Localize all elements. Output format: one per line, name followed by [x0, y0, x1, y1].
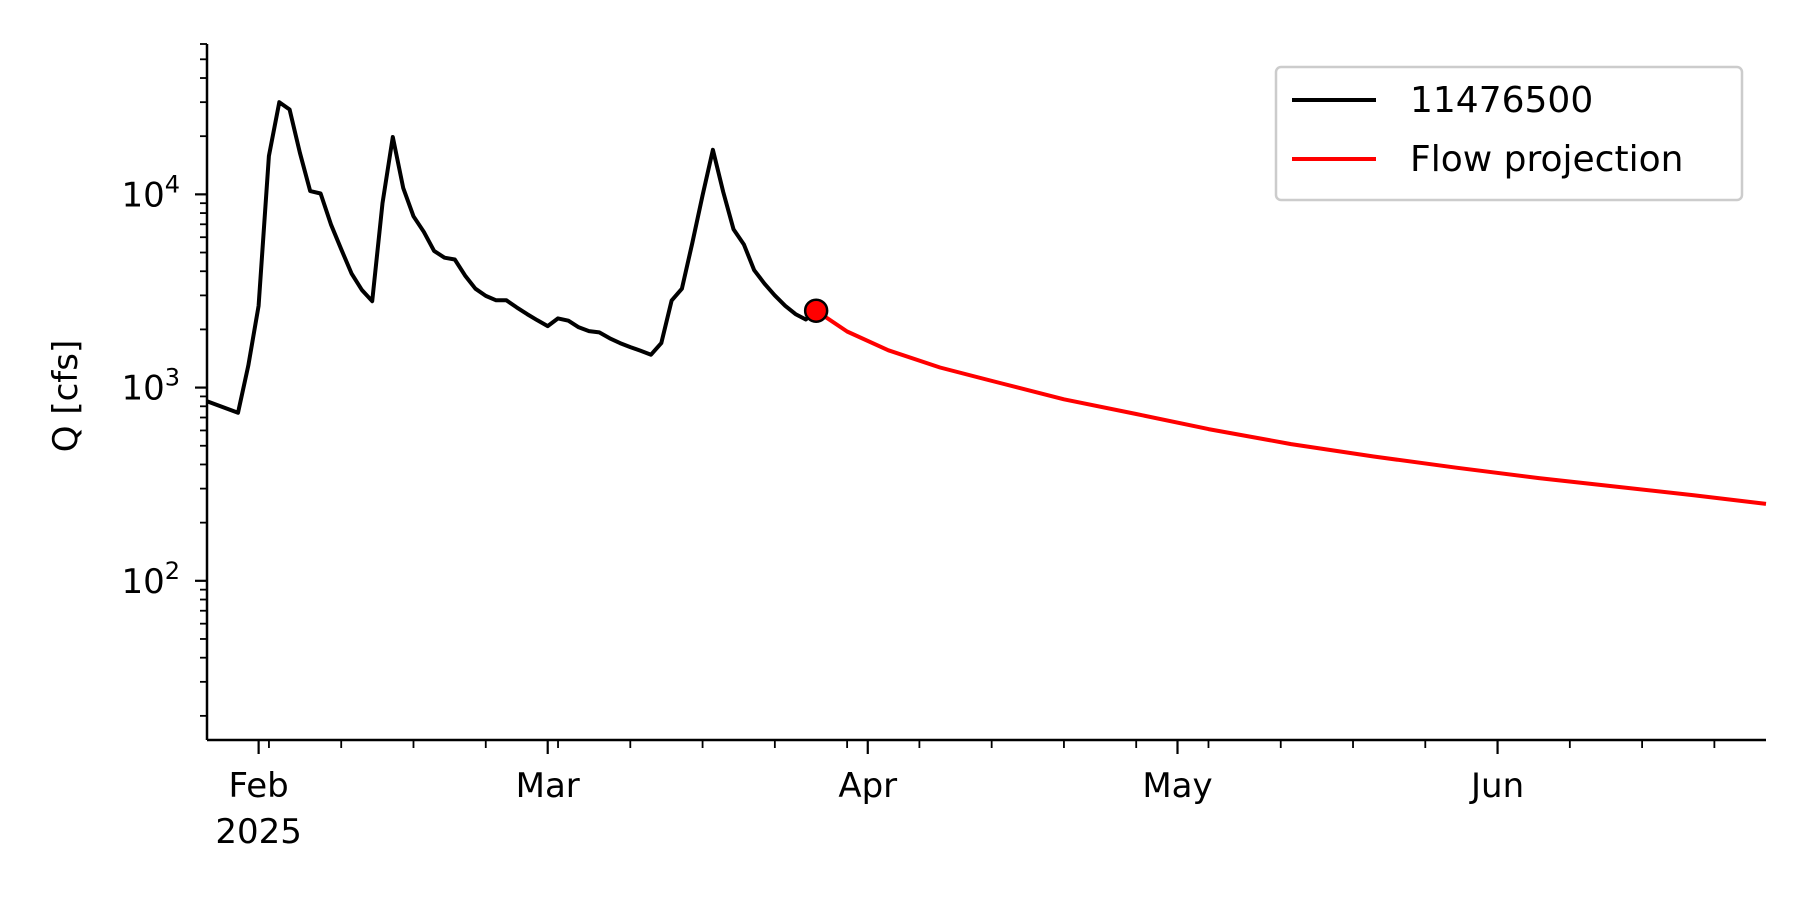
y-tick-label: 103 [121, 364, 180, 409]
observed-flow-line [206, 100, 818, 415]
x-tick-label: Jun [1469, 766, 1524, 806]
projection-flow-line [814, 309, 1767, 506]
legend: 11476500 Flow projection [1274, 65, 1744, 202]
x-tick-sublabel: 2025 [215, 812, 302, 852]
projection-start-marker [803, 298, 829, 323]
x-tick-label: Mar [516, 766, 580, 806]
x-tick-label: May [1142, 766, 1212, 806]
series-group [206, 100, 1767, 506]
axes: 102 103 104 Feb 2025 Mar Apr May Jun [121, 43, 1766, 852]
y-axis-label: Q [cfs] [46, 340, 86, 452]
y-tick-label: 102 [121, 557, 180, 602]
x-tick-label: Apr [838, 766, 897, 806]
legend-label-observed: 11476500 [1410, 80, 1593, 121]
y-tick-label: 104 [121, 170, 180, 215]
x-tick-label: Feb [229, 766, 289, 806]
legend-label-projection: Flow projection [1410, 139, 1683, 180]
legend-frame [1274, 65, 1744, 202]
